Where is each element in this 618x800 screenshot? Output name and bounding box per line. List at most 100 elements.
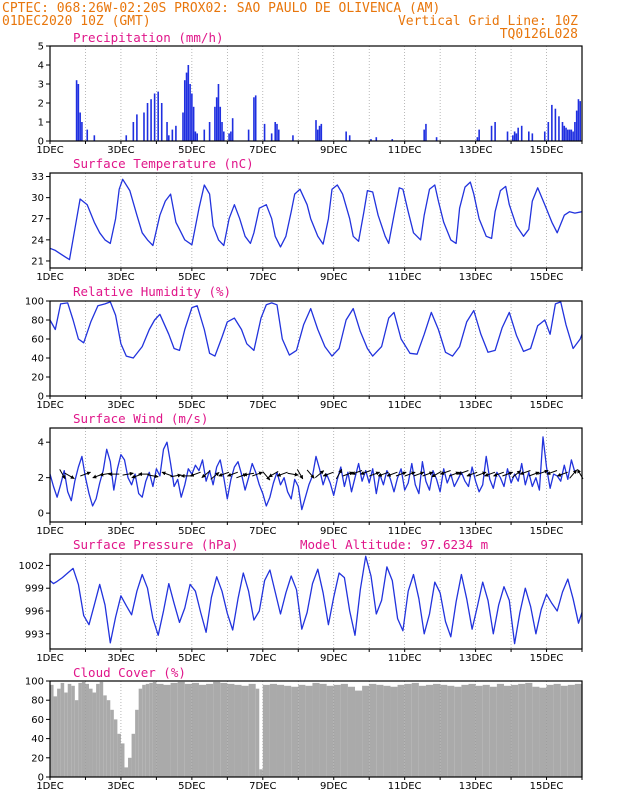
wind-arrow <box>546 470 558 475</box>
precip-bar <box>157 91 159 141</box>
precip-bar <box>86 129 89 141</box>
wind-arrow <box>431 470 442 478</box>
precip-bar <box>171 129 174 141</box>
cloud-bar <box>74 700 79 777</box>
x-tick-label: 5DEC <box>178 526 205 537</box>
precip-bar <box>561 122 564 141</box>
precip-bar <box>547 122 550 141</box>
cloud-bar <box>418 685 426 777</box>
wind-arrow <box>59 469 66 480</box>
temperature-vgrid <box>85 173 547 268</box>
header-station: CPTEC: 068:26W-02:20S PROX02: SAO PAULO … <box>2 1 440 16</box>
pressure-line <box>49 555 583 645</box>
wind-arrow <box>369 471 381 477</box>
cloud-xticks: 1DEC 3DEC 5DEC 7DEC 9DEC 11DEC 13DEC 15DEC <box>36 777 583 792</box>
temperature-frame <box>49 172 583 269</box>
precip-bar <box>276 123 278 141</box>
cloud-bar <box>567 684 575 777</box>
pressure-series-line <box>49 555 583 645</box>
x-tick-label: 13DEC <box>459 400 493 411</box>
cloud-bar <box>120 743 125 777</box>
y-tick-label: 0 <box>38 392 44 403</box>
wind-vgrid <box>85 428 547 522</box>
cloud-bar <box>362 685 370 777</box>
wind-arrow <box>404 471 416 477</box>
precip-bar <box>263 123 266 141</box>
precip-bar <box>318 125 321 141</box>
y-tick-label: 0 <box>38 773 44 784</box>
precip-bar <box>228 133 230 141</box>
x-tick-label: 1DEC <box>36 272 63 283</box>
cloud-bar <box>110 709 114 777</box>
precip-bar <box>423 129 425 141</box>
header-run-date: 01DEC2020 10Z (GMT) <box>2 14 151 29</box>
cloud-bar <box>269 683 277 777</box>
wind-arrow <box>201 470 211 478</box>
cloud-bar <box>206 683 214 777</box>
wind-arrow <box>122 471 134 476</box>
wind-arrow <box>569 469 578 479</box>
x-tick-label: 13DEC <box>459 526 493 537</box>
temperature-xticks: 1DEC 3DEC 5DEC 7DEC 9DEC 11DEC 13DEC 15DEC <box>36 268 583 283</box>
precip-bar <box>563 125 566 141</box>
wind-arrow <box>147 474 159 479</box>
precipitation-xticks: 1DEC 3DEC 5DEC 7DEC 9DEC 11DEC 13DEC 15DEC <box>36 141 583 156</box>
temperature-line <box>49 178 583 261</box>
cloud-bar <box>156 683 164 777</box>
cloud-bar <box>383 685 391 777</box>
x-tick-label: 1DEC <box>36 526 63 537</box>
y-tick-label: 0 <box>38 137 44 148</box>
x-tick-label: 7DEC <box>249 653 276 664</box>
cloud-bar <box>440 684 448 777</box>
x-tick-label: 11DEC <box>388 145 422 156</box>
wind-arrow <box>484 471 496 477</box>
x-tick-label: 15DEC <box>530 653 564 664</box>
model-altitude: Model Altitude: 97.6234 m <box>300 537 488 552</box>
precip-bar <box>391 139 394 141</box>
x-tick-label: 5DEC <box>178 145 205 156</box>
precipitation-panel: Precipitation (mm/h) 0 1 2 3 4 5 1DEC 3DEC 5DEC… <box>36 30 583 156</box>
precip-bar <box>515 133 518 141</box>
precip-bar <box>554 108 557 141</box>
cloud-bar <box>433 683 441 777</box>
x-tick-label: 9DEC <box>320 272 347 283</box>
wind-panel: Surface Wind (m/s) 0 2 4 1DEC 3DEC 5DEC 7DEC 9… <box>36 411 584 537</box>
precip-bar <box>185 72 188 141</box>
cloud-bar <box>326 685 334 777</box>
wind-arrow <box>170 473 182 478</box>
x-tick-label: 11DEC <box>388 400 422 411</box>
humidity-line <box>49 301 583 359</box>
x-tick-label: 9DEC <box>320 653 347 664</box>
humidity-panel: Relative Humidity (%) 0 20 40 60 80 100 1DEC 3… <box>25 284 583 411</box>
pressure-yticks: 993 996 999 1002 <box>19 561 50 640</box>
cloud-bar <box>525 682 533 777</box>
wind-arrow <box>268 470 279 478</box>
wind-arrow <box>252 471 263 477</box>
precip-bar <box>168 135 170 141</box>
cloud-bar <box>117 733 121 777</box>
cloud-bar <box>390 686 398 777</box>
precip-bar <box>348 135 351 141</box>
x-tick-label: 5DEC <box>178 400 205 411</box>
wind-arrow <box>161 471 173 477</box>
x-tick-label: 5DEC <box>178 653 205 664</box>
temperature-yticks: 21 24 27 30 33 <box>31 172 50 267</box>
temperature-title: Surface Temperature (nC) <box>73 156 254 171</box>
precip-bar <box>270 133 273 141</box>
precip-bar <box>558 116 560 141</box>
cloud-bar <box>482 684 490 777</box>
precip-bar <box>192 106 195 141</box>
cloud-title: Cloud Cover (%) <box>73 665 186 680</box>
precip-bar <box>231 118 234 141</box>
cloud-bar <box>511 684 519 777</box>
cloud-bar <box>276 684 285 777</box>
y-tick-label: 30 <box>31 193 44 204</box>
y-tick-label: 80 <box>31 696 44 707</box>
precip-bar <box>196 133 198 141</box>
cloud-bar <box>496 683 504 777</box>
y-tick-label: 2 <box>38 473 44 484</box>
cloud-bar <box>138 688 143 777</box>
x-tick-label: 1DEC <box>36 781 63 792</box>
cloud-bar <box>81 681 86 777</box>
y-tick-label: 4 <box>38 61 44 72</box>
